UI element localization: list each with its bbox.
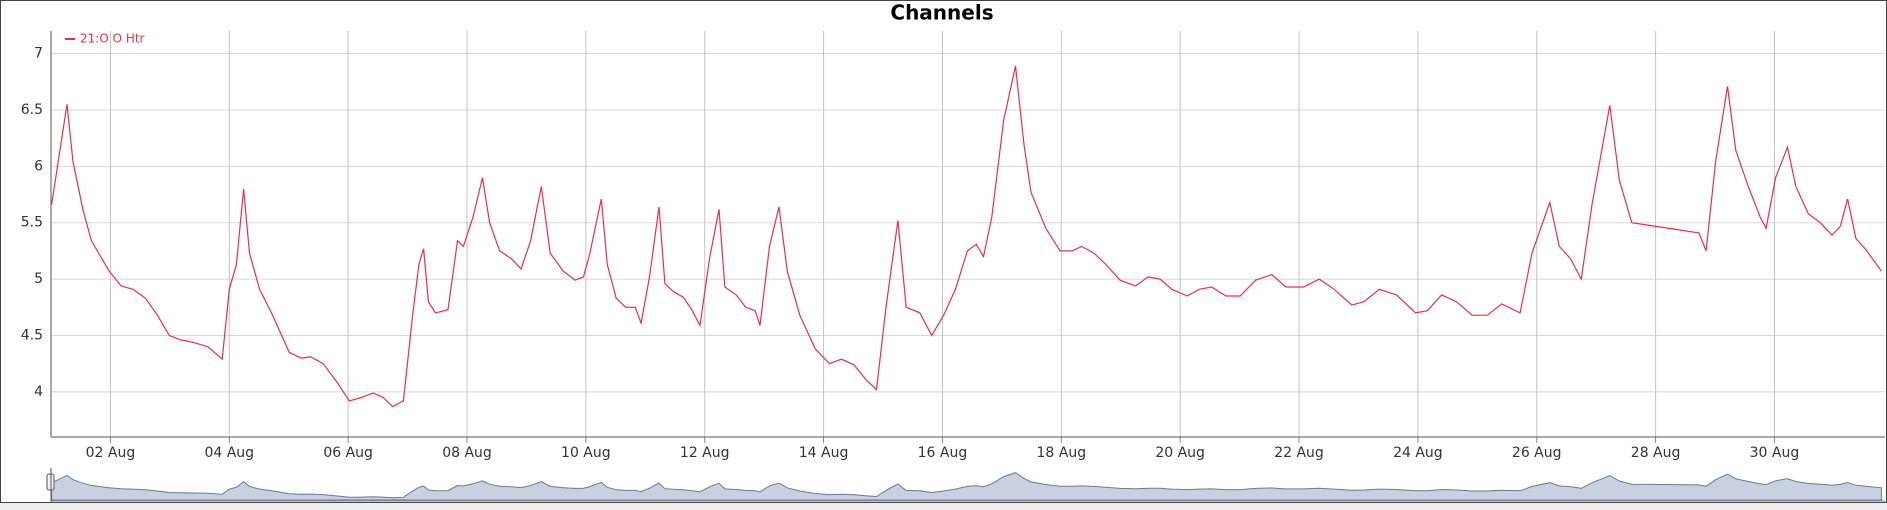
x-tick-label: 12 Aug	[680, 445, 730, 461]
y-tick-label: 6	[34, 158, 43, 174]
y-tick-label: 6.5	[21, 102, 43, 118]
x-tick-label: 06 Aug	[323, 445, 373, 461]
x-tick-label: 14 Aug	[799, 445, 849, 461]
x-tick-label: 04 Aug	[204, 445, 254, 461]
x-tick-label: 24 Aug	[1393, 445, 1443, 461]
x-tick-label: 30 Aug	[1750, 445, 1800, 461]
y-tick-label: 5	[34, 271, 43, 287]
data-line	[51, 65, 1882, 408]
x-tick-label: 22 Aug	[1274, 445, 1324, 461]
x-tick-label: 16 Aug	[918, 445, 968, 461]
x-tick-label: 18 Aug	[1036, 445, 1086, 461]
y-tick-label: 4.5	[21, 328, 43, 344]
x-tick-label: 20 Aug	[1155, 445, 1205, 461]
y-tick-label: 4	[34, 384, 43, 400]
legend-label: 21:O O Htr	[80, 32, 145, 46]
bottom-strip	[0, 503, 1887, 510]
x-tick-label: 26 Aug	[1512, 445, 1562, 461]
x-tick-label: 10 Aug	[561, 445, 611, 461]
x-tick-label: 08 Aug	[442, 445, 492, 461]
chart-title: Channels	[890, 1, 993, 25]
x-tick-label: 28 Aug	[1631, 445, 1681, 461]
x-tick-label: 02 Aug	[86, 445, 136, 461]
navigator-area	[51, 472, 1882, 501]
y-tick-label: 5.5	[21, 215, 43, 231]
y-tick-label: 7	[34, 46, 43, 62]
